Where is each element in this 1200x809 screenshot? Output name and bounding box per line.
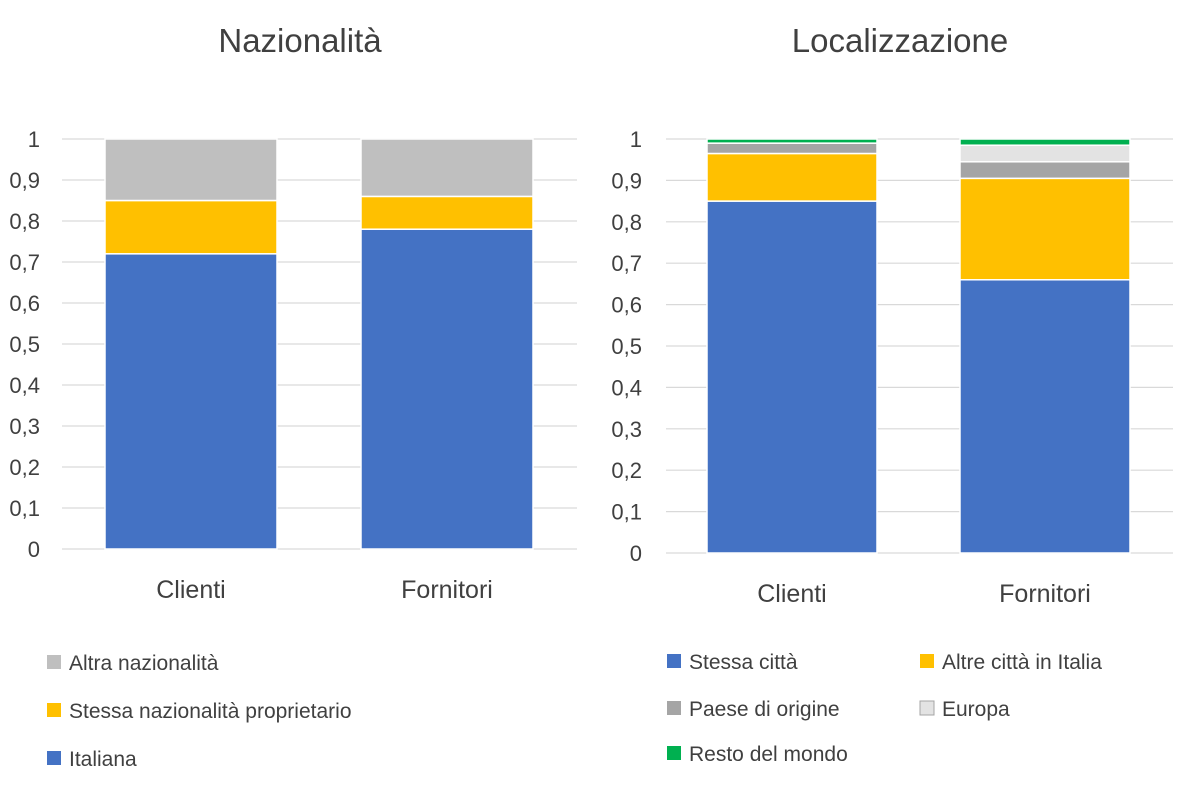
chart2-legend-swatch-europa <box>919 700 935 716</box>
chart2-y-tick-label: 0,7 <box>611 251 642 276</box>
chart2-y-tick-label: 0,1 <box>611 500 642 525</box>
chart1-legend-swatch-stessa-nazionalita-proprietario <box>47 703 61 717</box>
chart2-bar-clienti-paese-di-origine <box>706 142 878 155</box>
chart2-title: Localizzazione <box>792 22 1008 59</box>
chart2-legend-swatch-resto-del-mondo <box>667 746 681 760</box>
chart1-y-tick-label: 0,4 <box>9 373 40 398</box>
chart2-bar-clienti-altre-citta-in-italia <box>706 152 878 202</box>
chart2-legend-swatch-stessa-citta <box>667 654 681 668</box>
chart2-y-tick-label: 0,4 <box>611 375 642 400</box>
chart1-y-tick-label: 0,7 <box>9 250 40 275</box>
chart1-y-tick-label: 0,2 <box>9 455 40 480</box>
chart1-y-tick-label: 0,5 <box>9 332 40 357</box>
chart2-legend-label-europa: Europa <box>942 698 1010 721</box>
chart1-y-tick-label: 1 <box>28 127 40 152</box>
chart1-y-tick-label: 0,9 <box>9 168 40 193</box>
chart2-bar-fornitori-europa <box>959 144 1131 163</box>
chart2-y-tick-label: 0,8 <box>611 210 642 235</box>
chart2-bar-fornitori-paese-di-origine <box>959 161 1131 180</box>
chart1-bar-fornitori-altra-nazionalita <box>360 138 534 198</box>
chart1-bar-fornitori-italiana <box>360 228 534 550</box>
chart2-y-tick-label: 0,5 <box>611 334 642 359</box>
chart1-y-tick-label: 0,6 <box>9 291 40 316</box>
chart2-y-tick-label: 0,6 <box>611 293 642 318</box>
chart2-bar-clienti-resto-del-mondo <box>706 138 878 144</box>
chart2-legend-swatch-altre-citta-in-italia <box>920 654 934 668</box>
chart2-legend-label-altre-citta-in-italia: Altre città in Italia <box>942 651 1102 674</box>
chart2-legend-label-paese-di-origine: Paese di origine <box>689 698 840 721</box>
chart1-bar-clienti-altra-nazionalita <box>104 138 278 202</box>
chart2-bar-fornitori-stessa-citta <box>959 279 1131 554</box>
chart2-legend-label-resto-del-mondo: Resto del mondo <box>689 743 848 766</box>
chart1-legend-label-altra-nazionalita: Altra nazionalità <box>69 652 219 675</box>
chart1-bar-fornitori-stessa-nazionalita-proprietario <box>360 195 534 230</box>
chart2-bar-fornitori-resto-del-mondo <box>959 138 1131 146</box>
chart1-y-tick-label: 0,1 <box>9 496 40 521</box>
chart2-x-category-label: Clienti <box>757 580 826 608</box>
chart1-y-tick-label: 0 <box>28 537 40 562</box>
chart2-y-tick-label: 0,2 <box>611 458 642 483</box>
chart1-title: Nazionalità <box>218 22 382 59</box>
chart1-legend-label-stessa-nazionalita-proprietario: Stessa nazionalità proprietario <box>69 700 352 723</box>
chart1-y-tick-label: 0,8 <box>9 209 40 234</box>
chart2-y-tick-label: 1 <box>630 127 642 152</box>
chart2-bar-clienti-stessa-citta <box>706 200 878 554</box>
chart2-bar-fornitori-altre-citta-in-italia <box>959 177 1131 281</box>
chart1-bar-clienti-italiana <box>104 253 278 550</box>
chart2-legend-swatch-paese-di-origine <box>667 701 681 715</box>
chart1-legend-label-italiana: Italiana <box>69 748 137 771</box>
chart2-y-tick-label: 0,9 <box>611 168 642 193</box>
chart2-y-tick-label: 0,3 <box>611 417 642 442</box>
chart1-y-tick-label: 0,3 <box>9 414 40 439</box>
chart1-legend-swatch-altra-nazionalita <box>47 655 61 669</box>
chart1-legend-swatch-italiana <box>47 751 61 765</box>
chart2-legend-label-stessa-citta: Stessa città <box>689 651 798 674</box>
chart1-x-category-label: Fornitori <box>401 576 493 604</box>
chart1-bar-clienti-stessa-nazionalita-proprietario <box>104 199 278 255</box>
chart1-x-category-label: Clienti <box>156 576 225 604</box>
chart2-y-tick-label: 0 <box>630 541 642 566</box>
chart2-x-category-label: Fornitori <box>999 580 1091 608</box>
